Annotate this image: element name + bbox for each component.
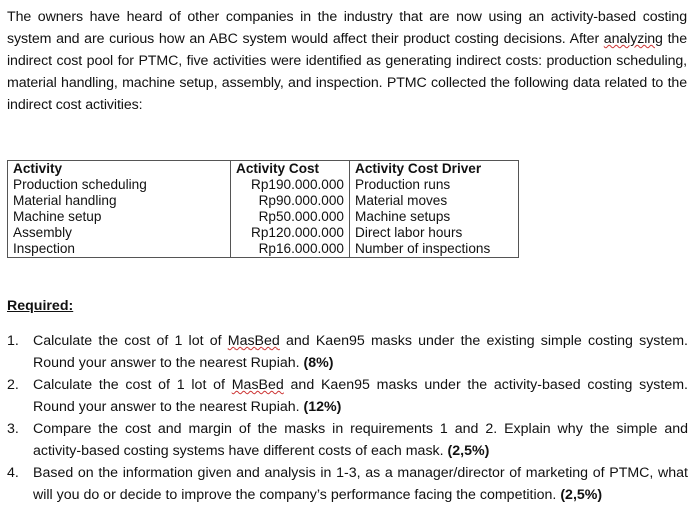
- item-text: and Kaen95 masks under the existing simp…: [33, 333, 688, 371]
- list-item: 1. Calculate the cost of 1 lot of MasBed …: [0, 330, 688, 374]
- header-cost-driver: Activity Cost Driver: [349, 160, 519, 177]
- list-item: 4. Based on the information given and ana…: [0, 462, 688, 506]
- cell: Rp16.000.000: [230, 241, 350, 258]
- questions-list: 1. Calculate the cost of 1 lot of MasBed …: [0, 330, 688, 506]
- item-weight: (2,5%): [560, 487, 603, 503]
- cell: Material moves: [349, 193, 519, 209]
- table-row: Inspection Rp16.000.000 Number of inspecti…: [7, 241, 519, 258]
- cell: Rp120.000.000: [230, 225, 350, 241]
- item-text: Compare the cost and margin of the masks…: [33, 421, 688, 459]
- cell: Rp50.000.000: [230, 209, 350, 225]
- cell: Direct labor hours: [349, 225, 519, 241]
- item-weight: (8%): [303, 355, 334, 371]
- item-number: 3.: [7, 421, 19, 437]
- item-text: Calculate the cost of 1 lot of: [33, 377, 232, 393]
- item-number: 4.: [7, 465, 19, 481]
- cell: Rp190.000.000: [230, 177, 350, 193]
- intro-spellcheck-word: analyzing: [603, 31, 663, 47]
- cell: Machine setup: [7, 209, 231, 225]
- activity-table: Activity Activity Cost Activity Cost Drive…: [7, 160, 519, 258]
- cell: Number of inspections: [349, 241, 519, 258]
- intro-text: The owners have heard of other companies…: [7, 9, 687, 47]
- table-row: Assembly Rp120.000.000 Direct labor hours: [7, 225, 519, 241]
- cell: Production scheduling: [7, 177, 231, 193]
- table-row: Machine setup Rp50.000.000 Machine setups: [7, 209, 519, 225]
- header-activity-cost: Activity Cost: [230, 160, 350, 177]
- intro-text-cont: the indirect cost pool for PTMC, five ac…: [7, 31, 687, 113]
- cell: Production runs: [349, 177, 519, 193]
- required-heading: Required:: [7, 298, 74, 314]
- list-item: 2. Calculate the cost of 1 lot of MasBed …: [0, 374, 688, 418]
- item-number: 2.: [7, 377, 19, 393]
- cell: Material handling: [7, 193, 231, 209]
- item-number: 1.: [7, 333, 19, 349]
- item-weight: (12%): [303, 399, 342, 415]
- table-header-row: Activity Activity Cost Activity Cost Drive…: [7, 160, 519, 177]
- cell: Rp90.000.000: [230, 193, 350, 209]
- cell: Inspection: [7, 241, 231, 258]
- table-row: Production scheduling Rp190.000.000 Produc…: [7, 177, 519, 193]
- cell: Assembly: [7, 225, 231, 241]
- header-activity: Activity: [7, 160, 231, 177]
- table-row: Material handling Rp90.000.000 Material mo…: [7, 193, 519, 209]
- item-text: Based on the information given and analy…: [33, 465, 688, 503]
- item-text: Calculate the cost of 1 lot of: [33, 333, 228, 349]
- item-text: and Kaen95 masks under the activity-base…: [33, 377, 688, 415]
- spellcheck-word: MasBed: [231, 377, 284, 393]
- intro-paragraph: The owners have heard of other companies…: [7, 6, 687, 116]
- item-weight: (2,5%): [447, 443, 490, 459]
- spellcheck-word: MasBed: [227, 333, 280, 349]
- cell: Machine setups: [349, 209, 519, 225]
- list-item: 3. Compare the cost and margin of the mas…: [0, 418, 688, 462]
